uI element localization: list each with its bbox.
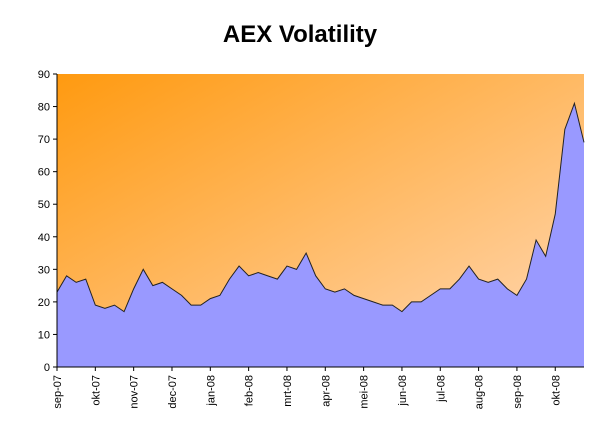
x-tick-label: aug-08: [474, 375, 486, 409]
x-tick-label: sep-07: [52, 375, 64, 409]
x-tick-label: dec-07: [167, 375, 179, 409]
x-tick-label: feb-08: [244, 375, 256, 406]
x-tick-label: okt-07: [90, 375, 102, 406]
y-tick-label: 90: [38, 69, 50, 81]
chart-title: AEX Volatility: [223, 21, 378, 48]
x-tick-label: nov-07: [129, 375, 141, 409]
x-tick-label: jun-08: [397, 375, 409, 407]
x-tick-label: jan-08: [205, 375, 217, 407]
x-tick-label: mei-08: [359, 375, 371, 409]
x-tick-label: mrt-08: [282, 375, 294, 407]
x-tick-label: jul-08: [435, 375, 447, 403]
y-tick-label: 80: [38, 102, 50, 114]
area: [57, 103, 584, 368]
y-tick-label: 50: [38, 199, 50, 211]
y-tick-label: 40: [38, 232, 50, 244]
area-outline: [56, 101, 585, 313]
x-tick-label: apr-08: [320, 375, 332, 407]
x-tick-label: okt-08: [550, 375, 562, 406]
x-tick-label: sep-08: [512, 375, 524, 409]
y-tick-label: 70: [38, 134, 50, 146]
y-tick-label: 60: [38, 167, 50, 179]
y-tick-label: 30: [38, 264, 50, 276]
y-tick-label: 0: [44, 362, 50, 374]
y-tick-label: 10: [38, 329, 50, 341]
y-tick-label: 20: [38, 297, 50, 309]
